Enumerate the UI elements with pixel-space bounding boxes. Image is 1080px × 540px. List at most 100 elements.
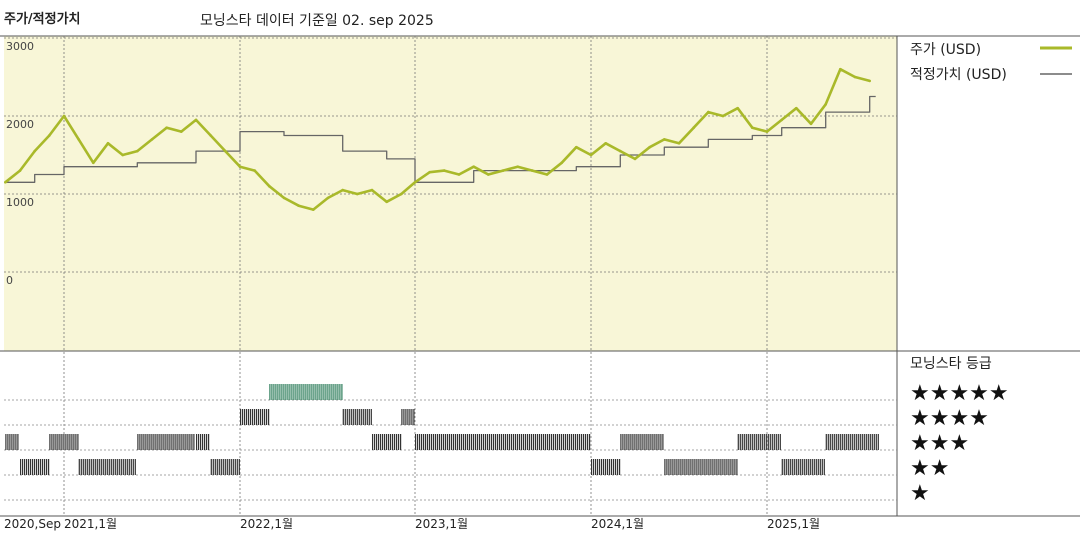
rating-tick (541, 434, 543, 450)
rating-tick (382, 434, 384, 450)
rating-tick (783, 459, 785, 475)
rating-tick (507, 434, 509, 450)
rating-tick (118, 459, 120, 475)
rating-tick (13, 434, 15, 450)
fair-value-line (5, 95, 876, 183)
rating-tick (183, 434, 185, 450)
rating-tick (374, 434, 376, 450)
rating-tick (585, 434, 587, 450)
rating-tick (743, 434, 745, 450)
rating-tick (857, 434, 859, 450)
rating-tick (279, 384, 281, 400)
rating-tick (161, 434, 163, 450)
rating-tick (491, 434, 493, 450)
rating-tick (545, 434, 547, 450)
rating-tick (611, 459, 613, 475)
price-line (4, 67, 871, 211)
price-point (413, 181, 417, 184)
rating-level-5: ★★★★★ (910, 381, 1009, 406)
rating-bar-2021-02 (78, 459, 136, 475)
rating-tick (67, 434, 69, 450)
rating-tick (603, 459, 605, 475)
rating-tick (569, 434, 571, 450)
rating-tick (84, 459, 86, 475)
rating-tick (615, 459, 617, 475)
price-point (839, 67, 842, 71)
rating-tick (53, 434, 55, 450)
price-point (224, 149, 227, 153)
rating-tick (401, 409, 403, 425)
rating-tick (55, 434, 57, 450)
rating-tick (384, 434, 386, 450)
rating-tick (777, 434, 779, 450)
rating-tick (303, 384, 305, 400)
rating-tick (493, 434, 495, 450)
rating-tick (266, 409, 268, 425)
rating-tick (859, 434, 861, 450)
rating-tick (137, 434, 139, 450)
rating-tick (400, 434, 402, 450)
rating-tick (198, 434, 200, 450)
rating-tick (865, 434, 867, 450)
rating-tick (739, 434, 741, 450)
rating-tick (132, 459, 134, 475)
rating-tick (579, 434, 581, 450)
rating-tick (155, 434, 157, 450)
rating-tick (145, 434, 147, 450)
rating-tick (403, 409, 405, 425)
rating-tick (825, 434, 827, 450)
rating-tick (110, 459, 112, 475)
price-point (92, 161, 95, 165)
rating-tick (112, 459, 114, 475)
plot-area (4, 36, 897, 351)
rating-tick (134, 459, 136, 475)
rating-tick (533, 434, 535, 450)
rating-tick (613, 459, 615, 475)
price-point (194, 118, 198, 122)
rating-tick (726, 459, 728, 475)
rating-tick (553, 434, 555, 450)
rating-tick (869, 434, 871, 450)
rating-tick (388, 434, 390, 450)
rating-tick (413, 409, 415, 425)
rating-tick (333, 384, 335, 400)
rating-tick (277, 384, 279, 400)
rating-tick (543, 434, 545, 450)
rating-tick (248, 409, 250, 425)
rating-tick (337, 384, 339, 400)
rating-tick (26, 459, 28, 475)
rating-tick (411, 409, 413, 425)
rating-tick (489, 434, 491, 450)
rating-tick (851, 434, 853, 450)
rating-tick (44, 459, 46, 475)
price-point (751, 126, 754, 129)
price-point (472, 165, 476, 168)
rating-tick (73, 434, 75, 450)
rating-tick (638, 434, 640, 450)
rating-tick (757, 434, 759, 450)
rating-tick (175, 434, 177, 450)
rating-tick (648, 434, 650, 450)
rating-tick (769, 434, 771, 450)
rating-tick (511, 434, 513, 450)
rating-tick (678, 459, 680, 475)
rating-tick (630, 434, 632, 450)
rating-tick (483, 434, 485, 450)
rating-tick (646, 434, 648, 450)
price-point (33, 149, 36, 153)
rating-tick (92, 459, 94, 475)
legend-fair-value-label: 적정가치 (USD) (910, 67, 1007, 83)
rating-tick (595, 459, 597, 475)
rating-tick (716, 459, 718, 475)
rating-tick (252, 409, 254, 425)
price-point (165, 126, 168, 129)
legend: 주가 (USD) 적정가치 (USD) (910, 42, 1072, 83)
rating-tick (15, 434, 17, 450)
rating-tick (398, 434, 400, 450)
rating-bar-2022-12 (401, 409, 415, 425)
price-point (121, 153, 124, 157)
price-point (282, 196, 286, 200)
x-tick-label-5: 2025,1월 (767, 517, 820, 531)
price-point (150, 138, 154, 141)
rating-tick (51, 434, 53, 450)
